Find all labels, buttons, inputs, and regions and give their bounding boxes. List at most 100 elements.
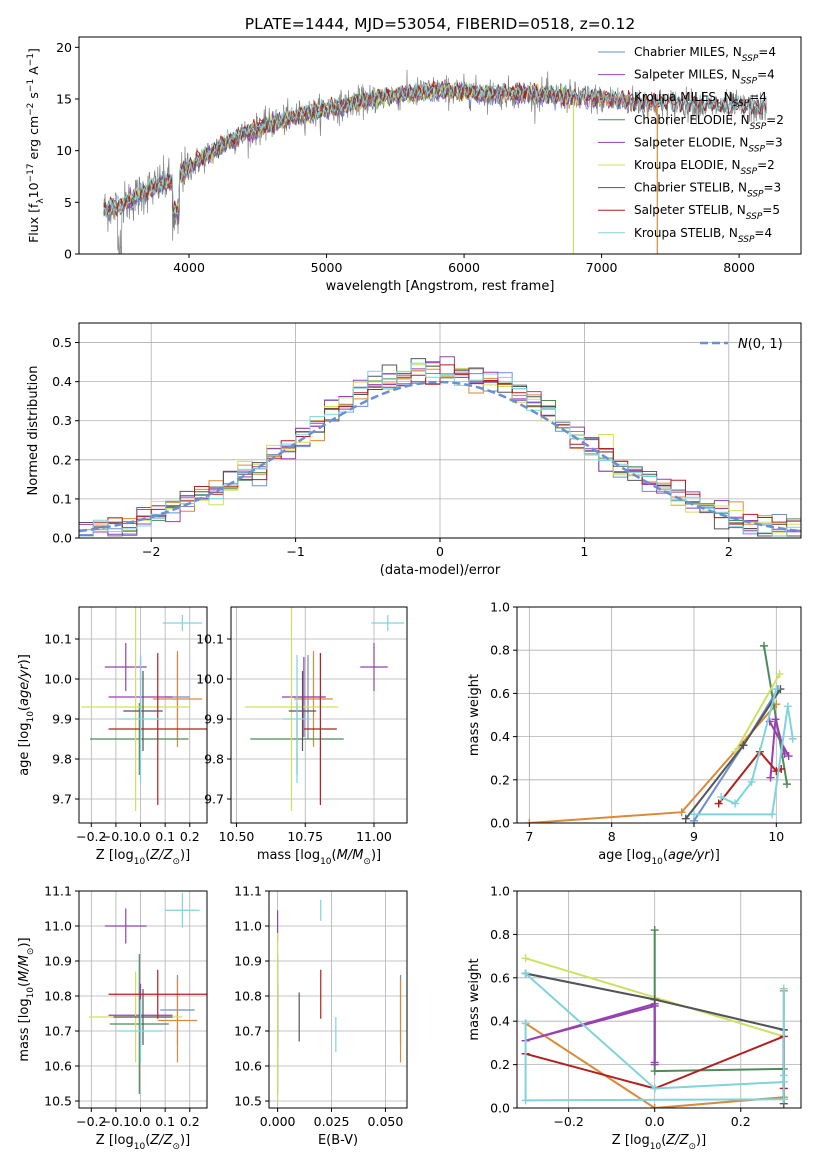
label-part: erg cm: [26, 116, 41, 164]
error-point-kroupa-stelib: [371, 615, 405, 631]
x-tick-label: 4000: [173, 260, 205, 275]
weight-marker: [747, 777, 756, 786]
y-tick-label: 9.7: [52, 792, 72, 807]
plot-area-mass-vs-Z: [79, 891, 207, 1108]
label-part: −1: [26, 53, 36, 66]
label-part: 10: [134, 857, 146, 867]
plot-area-weight-vs-Z: [517, 891, 801, 1108]
y-axis-label: mass [log10(M/M⊙)]: [17, 937, 36, 1061]
x-tick-label: 0.2: [180, 829, 200, 844]
x-tick-label: −0.2: [76, 1114, 106, 1129]
x-tick-label: 0.1: [155, 829, 175, 844]
plot-area-mass-vs-EBV: [269, 891, 407, 1108]
x-tick-label: −2: [142, 544, 160, 559]
y-tick-label: 10.8: [234, 989, 262, 1004]
weight-marker: [739, 741, 748, 750]
y-axis-label: age [log10(age/yr)]: [17, 654, 36, 776]
label-part: Salpeter MILES, N: [634, 68, 741, 82]
label-part: SSP: [750, 122, 767, 132]
weight-marker: [650, 1084, 659, 1093]
y-tick-label: 0.0: [490, 1101, 510, 1116]
label-part: log: [632, 848, 652, 863]
label-part: (: [145, 1133, 150, 1148]
label-part: mass [: [257, 848, 300, 863]
y-tick-label: 10.1: [44, 632, 72, 647]
y-tick-label: 9.9: [204, 712, 224, 727]
y-tick-label: 9.8: [204, 752, 224, 767]
axes-spectrum: 4000 5000 6000 7000 8000 0 5 10 15 20 wavelength […: [56, 36, 802, 294]
label-part: 10: [651, 857, 663, 867]
x-tick-label: 1: [580, 544, 588, 559]
x-tick-label: 0: [436, 544, 444, 559]
error-point-kroupa-stelib: [165, 892, 200, 928]
y-tick-label: 0: [64, 247, 72, 262]
weight-series-kroupa-stelib: [717, 685, 781, 808]
label-part: )]: [180, 1133, 190, 1148]
spectrum-model-salpeter-elodie: [103, 81, 575, 218]
label-part: SSP: [738, 235, 755, 245]
weight-marker: [772, 685, 781, 694]
plot-area-weight-vs-age: [517, 607, 801, 823]
error-point-kroupa-stelib: [118, 655, 163, 783]
x-tick-label: 5000: [311, 260, 343, 275]
y-tick-label: 10: [56, 143, 72, 158]
label-part: ⊙: [172, 857, 180, 867]
weight-marker: [784, 752, 793, 761]
y-tick-label: 9.7: [204, 792, 224, 807]
y-tick-label: 10.0: [196, 672, 224, 687]
y-tick-label: 10.9: [234, 954, 262, 969]
label-part: λ: [36, 198, 46, 204]
label-part: ⊙: [363, 857, 371, 867]
label-part: log: [630, 1133, 650, 1148]
label-part: Kroupa MILES, N: [634, 90, 733, 104]
weight-marker: [766, 773, 775, 782]
label-part: age [: [17, 742, 32, 775]
error-point-chabrier-elodie: [109, 954, 169, 1094]
error-point-chabrier-elodie: [90, 703, 189, 775]
y-tick-label: 10.8: [44, 989, 72, 1004]
error-point-salpeter-miles: [104, 908, 147, 944]
axes-age-vs-mass: 10.50 10.75 11.00 9.7 9.8 9.9 10.0 10.1 mass [lo…: [196, 606, 408, 867]
y-axis-label: mass weight: [467, 674, 482, 756]
label-part: (: [332, 848, 337, 863]
weight-line: [763, 645, 788, 785]
y-tick-label: 0.2: [490, 772, 510, 787]
label-part: 10: [650, 1142, 662, 1152]
weight-marker: [689, 810, 698, 819]
y-tick-label: 10.7: [234, 1024, 262, 1039]
label-part: log: [17, 723, 32, 743]
y-axis-label: mass weight: [467, 958, 482, 1040]
label-part: (data-model)/error: [380, 563, 501, 578]
weight-marker: [788, 734, 797, 743]
label-part: SSP: [733, 99, 750, 109]
error-point-kroupa-stelib: [118, 999, 163, 1063]
y-tick-label: 5: [64, 195, 72, 210]
weight-line: [720, 688, 778, 805]
x-axis-label: Z [log10(Z/Z⊙)]: [96, 1133, 190, 1152]
x-tick-label: 0.2: [180, 1114, 200, 1129]
label-part: SSP: [742, 54, 759, 64]
y-tick-label: 11.0: [234, 919, 262, 934]
y-tick-label: 0.0: [490, 816, 510, 831]
y-tick-label: 10.6: [234, 1059, 262, 1074]
error-point-kroupa-miles: [152, 651, 203, 747]
x-tick-label: 0.2: [731, 1114, 751, 1129]
x-tick-label: 11.00: [356, 829, 392, 844]
error-point-salpeter-elodie: [281, 657, 326, 737]
y-axis-label: Normed distribution: [26, 366, 41, 496]
weight-line: [694, 706, 794, 816]
weight-marker: [525, 819, 534, 823]
y-tick-label: 0.4: [52, 374, 72, 389]
label-part: (: [17, 982, 32, 987]
x-tick-label: 6000: [448, 260, 480, 275]
label-part: Z/Z: [665, 1133, 689, 1148]
label-part: Z [: [612, 1133, 630, 1148]
label-part: M/M: [17, 955, 32, 982]
y-tick-label: 9.9: [52, 712, 72, 727]
label-part: wavelength [Angstrom, rest frame]: [326, 279, 555, 294]
legend-entry: Salpeter STELIB, NSSP=5: [634, 203, 780, 222]
label-part: log: [114, 1133, 134, 1148]
error-point-chabrier-stelib: [123, 671, 163, 751]
